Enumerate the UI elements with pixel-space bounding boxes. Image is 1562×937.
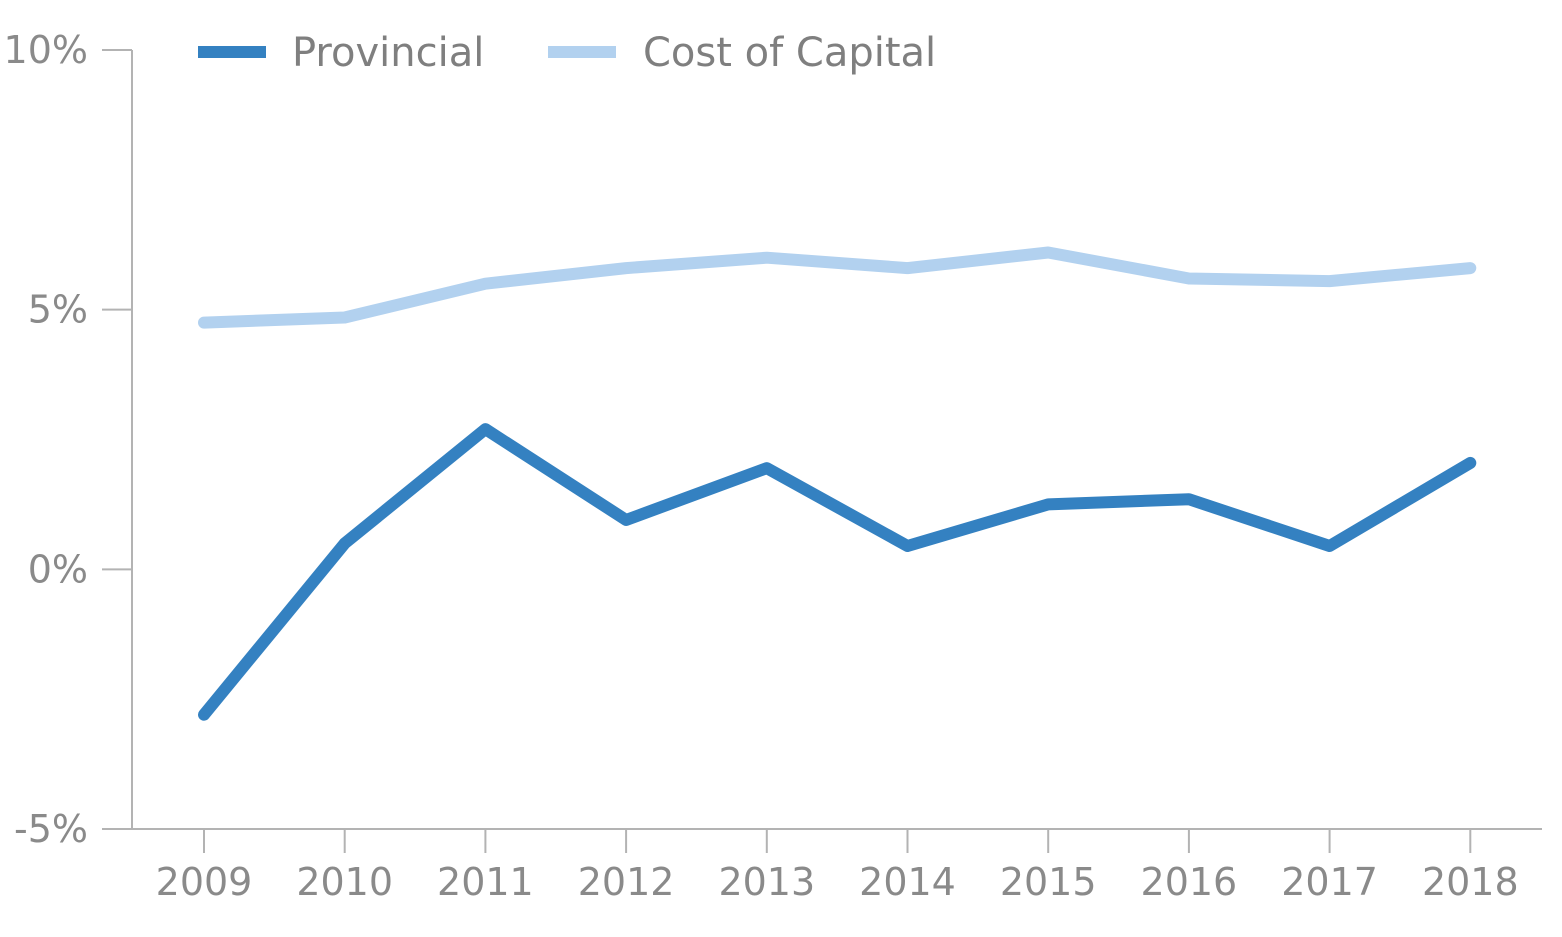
x-tick-label: 2015 [1000,860,1097,904]
x-tick-label: 2016 [1141,860,1238,904]
x-tick-label: 2009 [156,860,253,904]
y-tick-label: 5% [28,288,88,332]
x-tick-label: 2012 [578,860,675,904]
legend-label-provincial: Provincial [292,30,484,76]
data-point-provincial [1187,498,1190,501]
x-tick-label: 2011 [437,860,534,904]
legend-label-cost-of-capital: Cost of Capital [643,30,936,76]
data-point-provincial [765,467,768,470]
y-tick-label: -5% [14,807,88,851]
data-point-cost-of-capital [1469,267,1472,270]
x-tick-label: 2010 [296,860,393,904]
y-tick-label: 10% [4,28,88,72]
y-tick-label: 0% [28,547,88,591]
data-point-cost-of-capital [1187,277,1190,280]
x-tick-label: 2018 [1422,860,1519,904]
legend-swatch-provincial [198,46,266,58]
data-point-cost-of-capital [343,316,346,319]
data-point-provincial [1469,461,1472,464]
legend-swatch-cost-of-capital [548,46,616,58]
x-tick-label: 2013 [718,860,815,904]
data-point-provincial [1047,503,1050,506]
data-point-cost-of-capital [1328,280,1331,283]
data-point-provincial [1328,544,1331,547]
data-point-cost-of-capital [484,282,487,285]
data-point-provincial [906,544,909,547]
data-point-cost-of-capital [1047,251,1050,254]
data-point-cost-of-capital [906,267,909,270]
series-lines [198,246,1477,721]
data-point-provincial [343,542,346,545]
data-point-cost-of-capital [625,267,628,270]
data-point-provincial [484,428,487,431]
legend: Provincial Cost of Capital [198,30,936,76]
data-point-provincial [625,518,628,521]
axes: -5% 0% 5% 10% 2009 2010 2011 2012 2013 2014 2015 20… [4,28,1542,904]
x-tick-label: 2014 [859,860,956,904]
x-tick-label: 2017 [1281,860,1378,904]
data-point-provincial [203,713,205,716]
data-point-cost-of-capital [203,321,205,324]
series-line-provincial [198,423,1477,721]
data-point-cost-of-capital [765,256,768,259]
series-line-cost-of-capital [198,246,1477,329]
